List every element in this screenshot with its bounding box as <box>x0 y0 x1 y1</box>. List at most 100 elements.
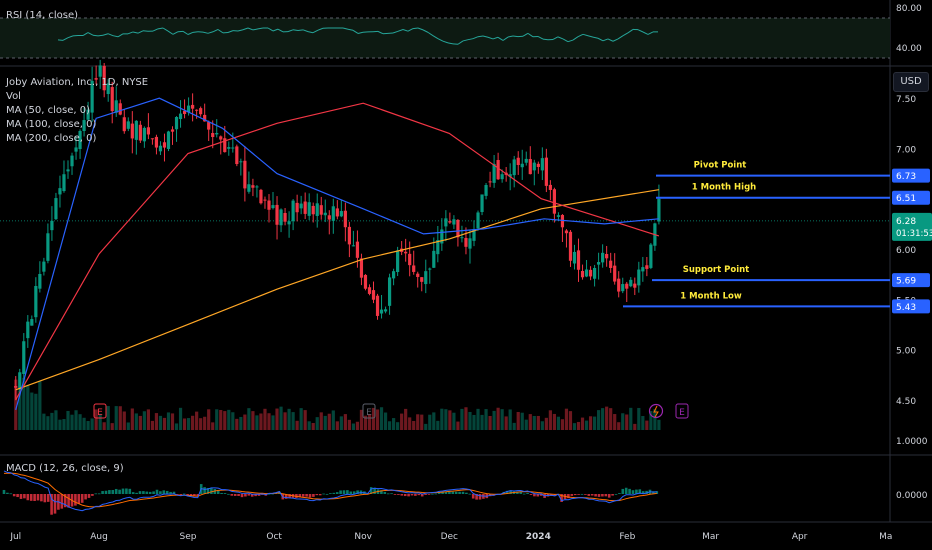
macd-histogram-bar <box>216 490 220 494</box>
candle-body <box>86 109 90 120</box>
volume-bar <box>576 421 581 430</box>
volume-bar <box>460 408 464 430</box>
macd-histogram-bar <box>237 494 240 497</box>
rsi-band <box>0 18 890 58</box>
macd-histogram-bar <box>329 493 332 494</box>
volume-bar <box>508 409 512 430</box>
volume-bar <box>54 410 58 430</box>
candle-body <box>637 269 641 286</box>
volume-bar <box>512 422 516 430</box>
candle-body <box>408 253 412 266</box>
current-price-box <box>892 212 932 241</box>
price-axis-label: 6.00 <box>896 246 916 256</box>
volume-bar <box>617 422 621 430</box>
candle-body <box>331 206 335 221</box>
volume-bar <box>629 407 633 430</box>
volume-bar <box>633 423 637 430</box>
macd-histogram-bar <box>352 491 356 494</box>
volume-bar <box>90 418 94 430</box>
candle-body <box>203 114 207 122</box>
candle-body <box>130 123 134 139</box>
candle-body <box>609 260 613 268</box>
candle-body <box>311 205 315 215</box>
volume-bar <box>641 415 645 430</box>
volume-bar <box>323 415 327 430</box>
macd-histogram-bar <box>346 490 349 494</box>
volume-bar <box>178 407 183 430</box>
volume-bar <box>195 411 199 430</box>
rsi-line-segment <box>417 27 424 31</box>
candle-body <box>26 321 30 339</box>
volume-bar <box>154 413 159 430</box>
volume-bar <box>339 416 343 430</box>
rsi-line-segment <box>357 31 364 34</box>
time-axis-label: Oct <box>266 532 282 542</box>
macd-histogram-bar <box>356 490 359 494</box>
volume-bar <box>468 411 472 430</box>
currency-button[interactable]: USD <box>893 72 929 92</box>
rsi-line-segment <box>82 32 89 36</box>
volume-bar <box>347 419 351 430</box>
candle-body <box>58 188 62 195</box>
macd-histogram-bar <box>471 494 475 499</box>
volume-bar <box>191 415 195 430</box>
candle-body <box>114 100 118 113</box>
candle-body <box>343 210 347 228</box>
rsi-line-segment <box>557 36 564 40</box>
rsi-line-segment <box>112 35 119 38</box>
volume-bar <box>78 414 82 430</box>
macd-histogram-bar <box>233 494 237 496</box>
rsi-line-segment <box>597 37 604 42</box>
volume-bar <box>251 411 255 430</box>
rsi-line-segment <box>402 28 409 32</box>
candle-body <box>633 283 637 288</box>
time-axis-label: 2024 <box>526 532 551 542</box>
candle-body <box>142 127 146 142</box>
volume-bar <box>363 415 368 430</box>
rsi-line-segment <box>67 35 74 39</box>
macd-histogram-bar <box>526 493 529 494</box>
candle-body <box>74 147 78 152</box>
candle-body <box>66 169 70 172</box>
candle-body <box>235 146 239 165</box>
macd-histogram-bar <box>638 489 642 494</box>
volume-bar <box>375 409 380 430</box>
volume-bar <box>311 422 315 430</box>
rsi-line-segment <box>192 31 199 33</box>
macd-histogram-bar <box>434 493 438 495</box>
time-axis-label: Ma <box>879 532 892 542</box>
macd-histogram-bar <box>369 487 373 494</box>
volume-bar <box>275 408 279 430</box>
candle-body <box>500 174 504 180</box>
macd-histogram-bar <box>475 494 478 500</box>
volume-bar <box>14 379 18 430</box>
volume-bar <box>408 417 412 430</box>
volume-bar <box>223 411 227 430</box>
volume-bar <box>170 413 175 430</box>
macd-histogram-bar <box>590 494 594 496</box>
volume-bar <box>552 413 556 430</box>
time-axis-label: Mar <box>702 532 719 542</box>
macd-histogram-bar <box>301 494 305 497</box>
volume-bar <box>199 418 203 430</box>
candle-body <box>251 185 255 188</box>
rsi-line-segment <box>622 32 629 37</box>
volume-bar <box>46 416 50 430</box>
level-price-label: 6.73 <box>896 172 916 182</box>
volume-bar <box>138 415 142 430</box>
macd-histogram-bar <box>114 488 118 494</box>
macd-histogram-bar <box>325 493 329 495</box>
earnings-marker <box>675 403 689 419</box>
macd-histogram-bar <box>383 491 387 494</box>
volume-bar <box>243 414 247 430</box>
candle-body <box>231 147 235 149</box>
volume-bar <box>114 406 118 430</box>
rsi-line-segment <box>397 29 404 32</box>
macd-histogram-bar <box>594 494 597 497</box>
rsi-line-segment <box>172 31 179 35</box>
level-price-box <box>892 273 930 288</box>
candle-body <box>215 132 219 135</box>
volume-bar <box>174 423 179 430</box>
macd-histogram-bar <box>254 494 257 497</box>
